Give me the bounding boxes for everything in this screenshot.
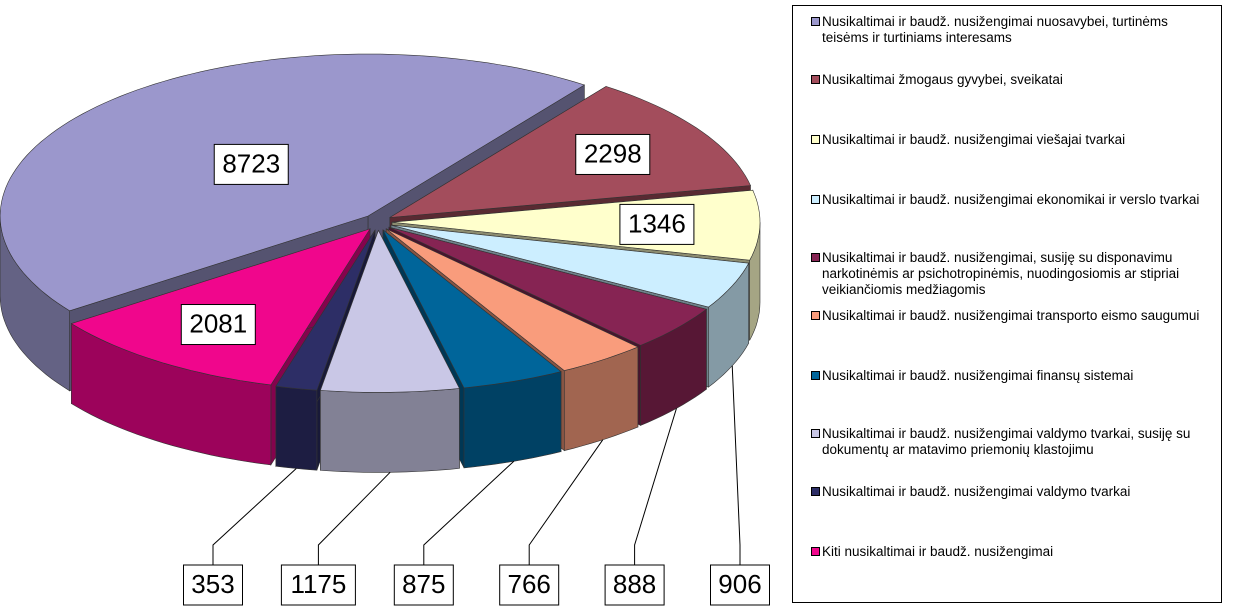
leader-line — [423, 460, 515, 565]
label-box — [710, 564, 770, 606]
label-box — [183, 564, 243, 606]
legend-swatch — [811, 253, 820, 262]
legend-item: Nusikaltimai ir baudž. nusižengimai, sus… — [811, 250, 1211, 298]
slice-top — [388, 226, 708, 346]
data-label: 8723 — [222, 148, 280, 178]
slice-top — [0, 53, 586, 312]
legend-item: Nusikaltimai ir baudž. nusižengimai vieš… — [811, 132, 1211, 148]
data-label: 1175 — [290, 569, 346, 599]
slice-top — [319, 229, 460, 393]
data-label: 1346 — [628, 208, 686, 238]
legend-label: Nusikaltimai ir baudž. nusižengimai vald… — [822, 484, 1131, 499]
label-box — [499, 564, 560, 606]
legend-label: Nusikaltimai žmogaus gyvybei, sveikatai — [822, 72, 1063, 87]
leader-line — [731, 365, 741, 565]
legend-swatch — [811, 429, 820, 438]
legend: Nusikaltimai ir baudž. nusižengimai nuos… — [792, 5, 1222, 603]
legend-swatch — [811, 195, 820, 204]
chart: 8723 2298 1346 906 888 766 875 1175 353 2081 — [0, 53, 770, 606]
legend-item: Nusikaltimai ir baudž. nusižengimai fina… — [811, 368, 1211, 384]
slice-top — [389, 86, 751, 218]
data-label: 353 — [191, 569, 234, 599]
leader-line — [528, 439, 604, 565]
data-label: 875 — [402, 569, 445, 599]
legend-label: Nusikaltimai ir baudž. nusižengimai vieš… — [822, 132, 1126, 147]
slice-wall — [320, 388, 460, 473]
legend-label: Kiti nusikaltimai ir baudž. nusižengimai — [822, 544, 1054, 559]
label-box — [619, 203, 695, 245]
slice — [319, 229, 460, 473]
data-label: 888 — [613, 569, 656, 599]
legend-item: Nusikaltimai ir baudž. nusižengimai tran… — [811, 308, 1211, 324]
slice-top — [275, 230, 376, 391]
data-label: 906 — [718, 569, 761, 599]
legend-swatch — [811, 311, 820, 320]
legend-label: Nusikaltimai ir baudž. nusižengimai vald… — [822, 426, 1191, 457]
slice-top — [386, 228, 639, 371]
leader-line — [317, 471, 391, 565]
label-box — [575, 133, 651, 175]
legend-item: Nusikaltimai žmogaus gyvybei, sveikatai — [811, 72, 1211, 88]
leader-line — [212, 468, 297, 565]
data-label: 766 — [508, 569, 551, 599]
legend-label: Nusikaltimai ir baudž. nusižengimai nuos… — [822, 14, 1168, 45]
data-label: 2081 — [189, 308, 247, 338]
legend-swatch — [811, 17, 820, 26]
legend-swatch — [811, 75, 820, 84]
leader-line — [634, 408, 677, 565]
legend-swatch — [811, 371, 820, 380]
legend-item: Kiti nusikaltimai ir baudž. nusižengimai — [811, 544, 1211, 560]
label-box — [393, 564, 454, 606]
legend-item: Nusikaltimai ir baudž. nusižengimai ekon… — [811, 192, 1211, 208]
label-box — [280, 564, 356, 606]
legend-swatch — [811, 547, 820, 556]
legend-label: Nusikaltimai ir baudž. nusižengimai tran… — [822, 308, 1200, 323]
legend-item: Nusikaltimai ir baudž. nusižengimai vald… — [811, 484, 1211, 500]
slice-top — [390, 224, 750, 308]
legend-label: Nusikaltimai ir baudž. nusižengimai, sus… — [822, 250, 1180, 297]
legend-item: Nusikaltimai ir baudž. nusižengimai nuos… — [811, 14, 1211, 46]
slice-wall — [275, 385, 318, 471]
label-box — [604, 564, 665, 606]
legend-item: Nusikaltimai ir baudž. nusižengimai vald… — [811, 426, 1211, 458]
label-box — [213, 143, 289, 185]
slice-top — [382, 229, 562, 389]
data-label: 2298 — [584, 138, 642, 168]
legend-swatch — [811, 487, 820, 496]
legend-swatch — [811, 135, 820, 144]
label-box — [180, 304, 256, 346]
legend-label: Nusikaltimai ir baudž. nusižengimai ekon… — [822, 192, 1200, 207]
legend-label: Nusikaltimai ir baudž. nusižengimai fina… — [822, 368, 1134, 383]
